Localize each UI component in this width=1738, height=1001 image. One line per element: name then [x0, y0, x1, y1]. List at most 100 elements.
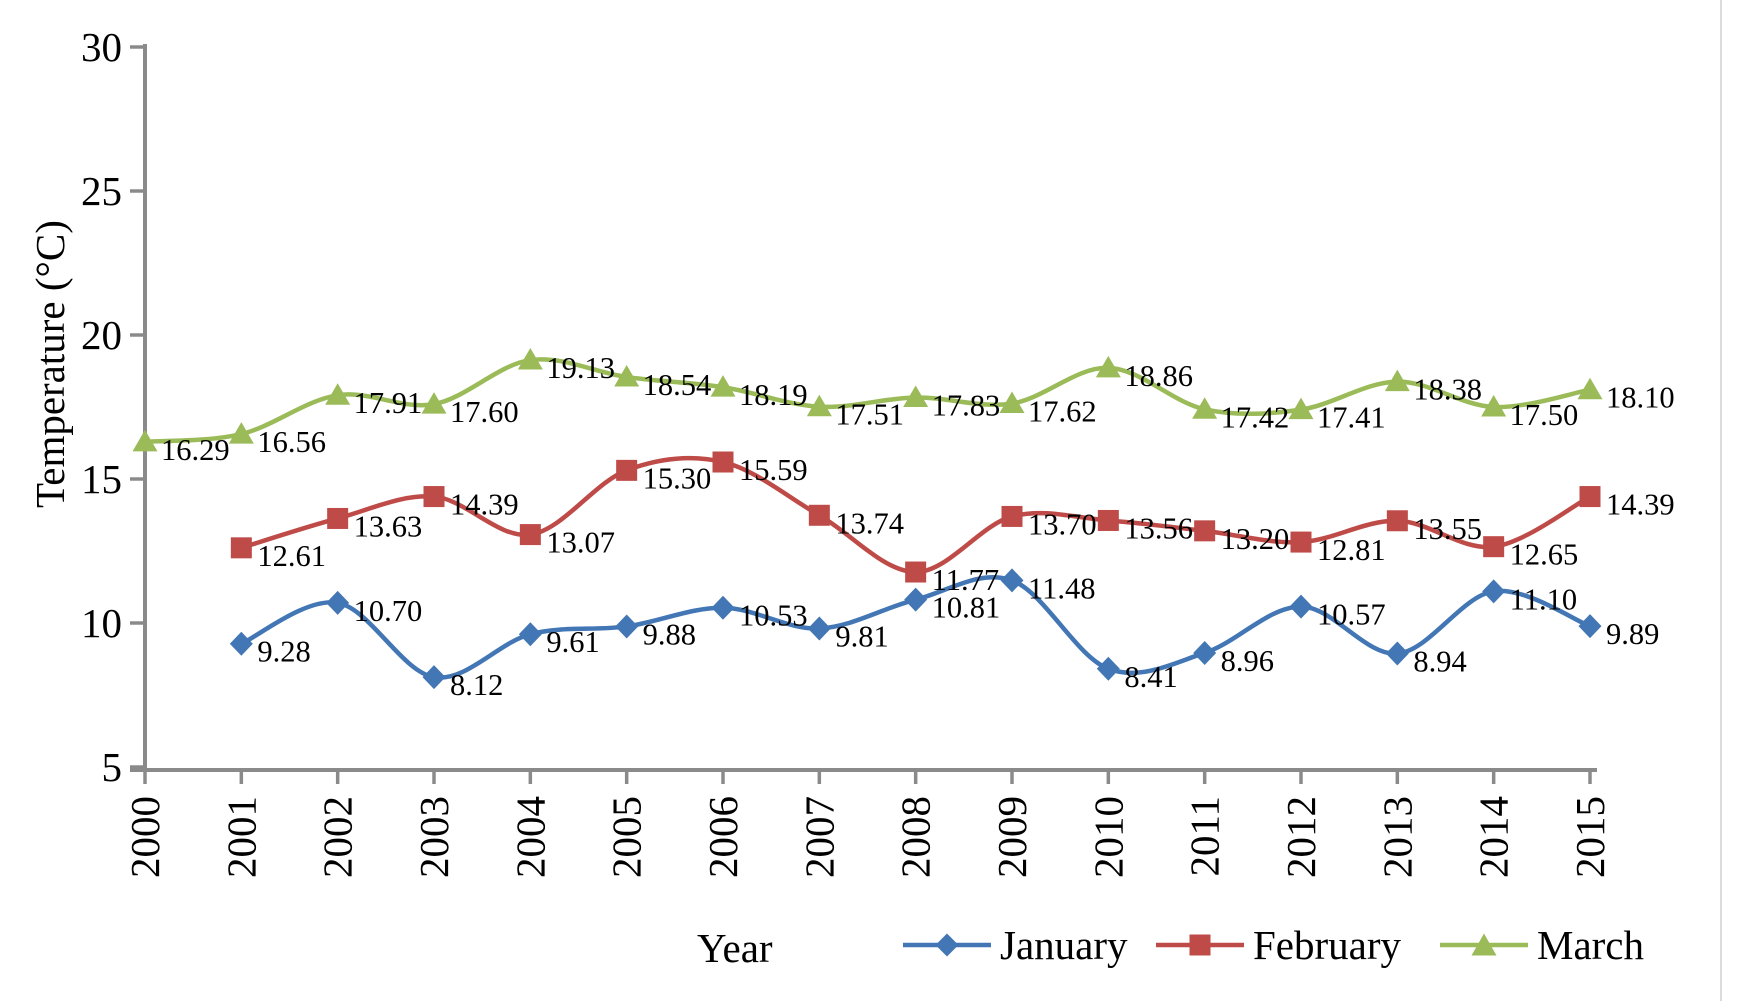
series-february-marker: [1001, 505, 1023, 527]
series-january-marker: [518, 622, 542, 647]
x-axis-tick-label: 2006: [700, 796, 746, 878]
x-axis-tick-label: 2011: [1182, 796, 1228, 876]
series-february-marker: [1483, 536, 1505, 558]
series-january-data-label: 10.53: [739, 599, 808, 633]
series-january-data-label: 8.96: [1221, 644, 1274, 678]
legend-label-february: February: [1253, 922, 1402, 968]
y-axis-tick-label: 25: [81, 168, 122, 214]
series-january-marker: [422, 665, 446, 690]
series-february-data-label: 13.74: [835, 506, 904, 540]
series-february-marker: [423, 486, 445, 508]
series-january-marker: [1578, 614, 1602, 639]
series-january-marker: [1000, 568, 1024, 593]
series-february-data-label: 12.61: [257, 539, 326, 573]
series-february-marker: [327, 507, 349, 529]
series-january-data-label: 10.70: [354, 594, 423, 628]
series-march-data-label: 17.62: [1028, 395, 1097, 429]
series-february-marker: [1290, 531, 1312, 553]
series-february-marker: [905, 561, 927, 583]
series-february-data-label: 14.39: [450, 488, 519, 522]
series-january-marker: [807, 616, 831, 641]
series-march-data-label: 18.86: [1124, 359, 1193, 393]
series-january-marker: [1385, 641, 1409, 666]
series-february-data-label: 14.39: [1606, 488, 1675, 522]
series-march-data-label: 17.50: [1510, 398, 1579, 432]
x-axis-tick-label: 2004: [507, 796, 553, 878]
series-january-data-label: 9.88: [643, 617, 696, 651]
series-january-data-label: 9.89: [1606, 617, 1659, 651]
legend-item-march: March: [1440, 921, 1644, 969]
x-axis-tick-label: 2009: [989, 796, 1035, 878]
series-january-marker: [229, 631, 253, 656]
series-february-data-label: 13.70: [1028, 507, 1097, 541]
series-march-marker: [999, 391, 1025, 414]
y-axis-tick-label: 20: [81, 312, 122, 358]
legend-item-january: January: [903, 921, 1128, 969]
series-february-marker: [808, 504, 830, 526]
series-march-data-label: 17.41: [1317, 401, 1386, 435]
series-february-data-label: 15.59: [739, 453, 808, 487]
series-march-data-label: 18.10: [1606, 381, 1675, 415]
series-january-data-label: 9.28: [257, 635, 310, 669]
series-march-data-label: 16.29: [161, 433, 230, 467]
series-march-marker: [228, 422, 254, 444]
legend-item-february: February: [1156, 921, 1401, 969]
series-january-marker: [1096, 656, 1120, 681]
series-january-data-label: 9.61: [546, 625, 599, 659]
series-march-data-label: 17.51: [835, 398, 904, 432]
x-axis-tick-label: 2003: [411, 796, 457, 878]
y-axis-title: Temperature (°C): [27, 220, 73, 508]
x-axis-tick-label: 2001: [218, 796, 264, 878]
series-january-marker: [1193, 640, 1217, 665]
x-axis-tick-label: 2005: [604, 796, 650, 878]
x-axis-tick-label: 2014: [1471, 796, 1517, 878]
series-march-marker: [806, 394, 832, 417]
series-march-data-label: 18.54: [643, 368, 712, 402]
series-march-marker: [421, 392, 447, 414]
series-march-marker: [132, 429, 158, 452]
series-january-data-label: 11.48: [1028, 571, 1096, 605]
series-february-data-label: 15.30: [643, 461, 712, 495]
series-march-data-label: 17.83: [932, 388, 1001, 422]
series-march-marker: [1481, 395, 1507, 417]
series-march-data-label: 18.38: [1413, 373, 1482, 407]
series-march-marker: [1288, 397, 1314, 420]
series-march-marker: [903, 385, 929, 407]
series-march-data-label: 17.60: [450, 395, 519, 429]
series-march-marker: [1577, 377, 1603, 400]
series-february-data-label: 13.55: [1413, 512, 1482, 546]
series-march-data-label: 18.19: [739, 378, 808, 412]
series-january-marker: [1482, 579, 1506, 604]
x-axis-tick-label: 2012: [1278, 796, 1324, 878]
series-february-marker: [712, 451, 734, 473]
series-february-data-label: 12.65: [1510, 538, 1579, 572]
y-axis-tick-label: 30: [81, 24, 122, 70]
series-january-data-label: 11.10: [1510, 582, 1578, 616]
series-march-marker: [710, 375, 736, 397]
legend-label-march: March: [1537, 922, 1645, 968]
series-march-marker: [517, 348, 543, 370]
series-february-marker: [1386, 510, 1408, 532]
x-axis-tick-label: 2000: [122, 796, 168, 878]
series-february-marker: [616, 459, 638, 481]
series-january-data-label: 8.94: [1413, 645, 1466, 679]
series-march-marker: [614, 365, 640, 387]
series-february-data-label: 13.20: [1221, 522, 1290, 556]
series-january-data-label: 8.12: [450, 668, 503, 702]
series-february-data-label: 13.56: [1124, 511, 1193, 545]
series-march-line: [142, 357, 1593, 445]
y-axis-tick-label: 5: [102, 744, 123, 790]
x-axis-title: Year: [697, 925, 773, 971]
x-axis-tick-label: 2002: [315, 796, 361, 878]
series-february-marker: [1194, 520, 1216, 542]
series-january-marker: [615, 614, 639, 639]
y-axis-tick-label: 15: [81, 456, 122, 502]
series-january-data-label: 9.81: [835, 619, 888, 653]
series-february-marker: [519, 524, 541, 546]
figure-right-border: [1720, 0, 1722, 1001]
series-january-marker: [711, 595, 735, 620]
february-line-marker-icon: [1156, 934, 1244, 956]
x-axis-tick-label: 2010: [1085, 796, 1131, 878]
x-axis-tick-label: 2007: [796, 796, 842, 878]
series-march-marker: [325, 383, 351, 405]
